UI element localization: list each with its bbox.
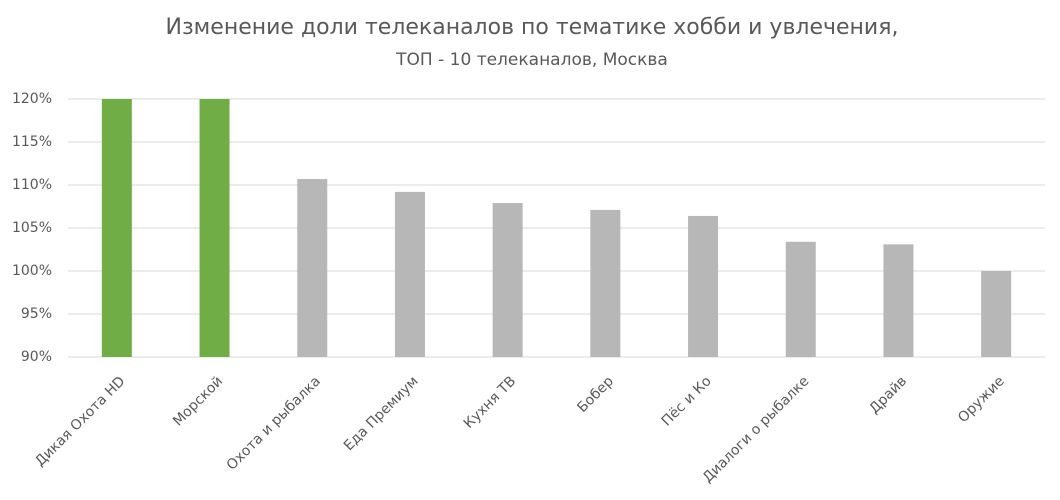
bar (688, 215, 719, 357)
x-tick-label: Кухня ТВ (461, 373, 519, 431)
bar (981, 271, 1012, 357)
y-tick-label: 115% (12, 134, 52, 150)
x-tick-label: Дикая Охота HD (32, 373, 128, 469)
bar (590, 209, 621, 357)
y-tick-label: 105% (12, 220, 52, 236)
x-tick-label: Диалоги о рыбалке (700, 373, 813, 486)
x-tick-label: Бобер (574, 373, 617, 416)
x-tick-label: Еда Премиум (341, 373, 422, 454)
y-tick-label: 100% (12, 263, 52, 279)
x-tick-label: Драйв (866, 373, 910, 417)
bar (101, 99, 132, 357)
x-tick-label: Охота и рыбалка (224, 373, 324, 473)
x-tick-label: Пёс и Ко (659, 373, 715, 429)
bar (297, 178, 328, 357)
bar (394, 191, 425, 357)
y-tick-label: 95% (21, 306, 52, 322)
y-tick-label: 90% (21, 349, 52, 365)
x-tick-label: Морской (170, 373, 226, 429)
bar (883, 244, 914, 357)
y-tick-label: 120% (12, 91, 52, 107)
bar (199, 99, 230, 357)
chart-title: Изменение доли телеканалов по тематике х… (166, 15, 899, 40)
x-tick-label: Оружие (955, 373, 1008, 426)
bar (785, 241, 816, 357)
chart-subtitle: ТОП - 10 телеканалов, Москва (395, 50, 668, 70)
bar (492, 203, 523, 357)
y-tick-label: 110% (12, 177, 52, 193)
